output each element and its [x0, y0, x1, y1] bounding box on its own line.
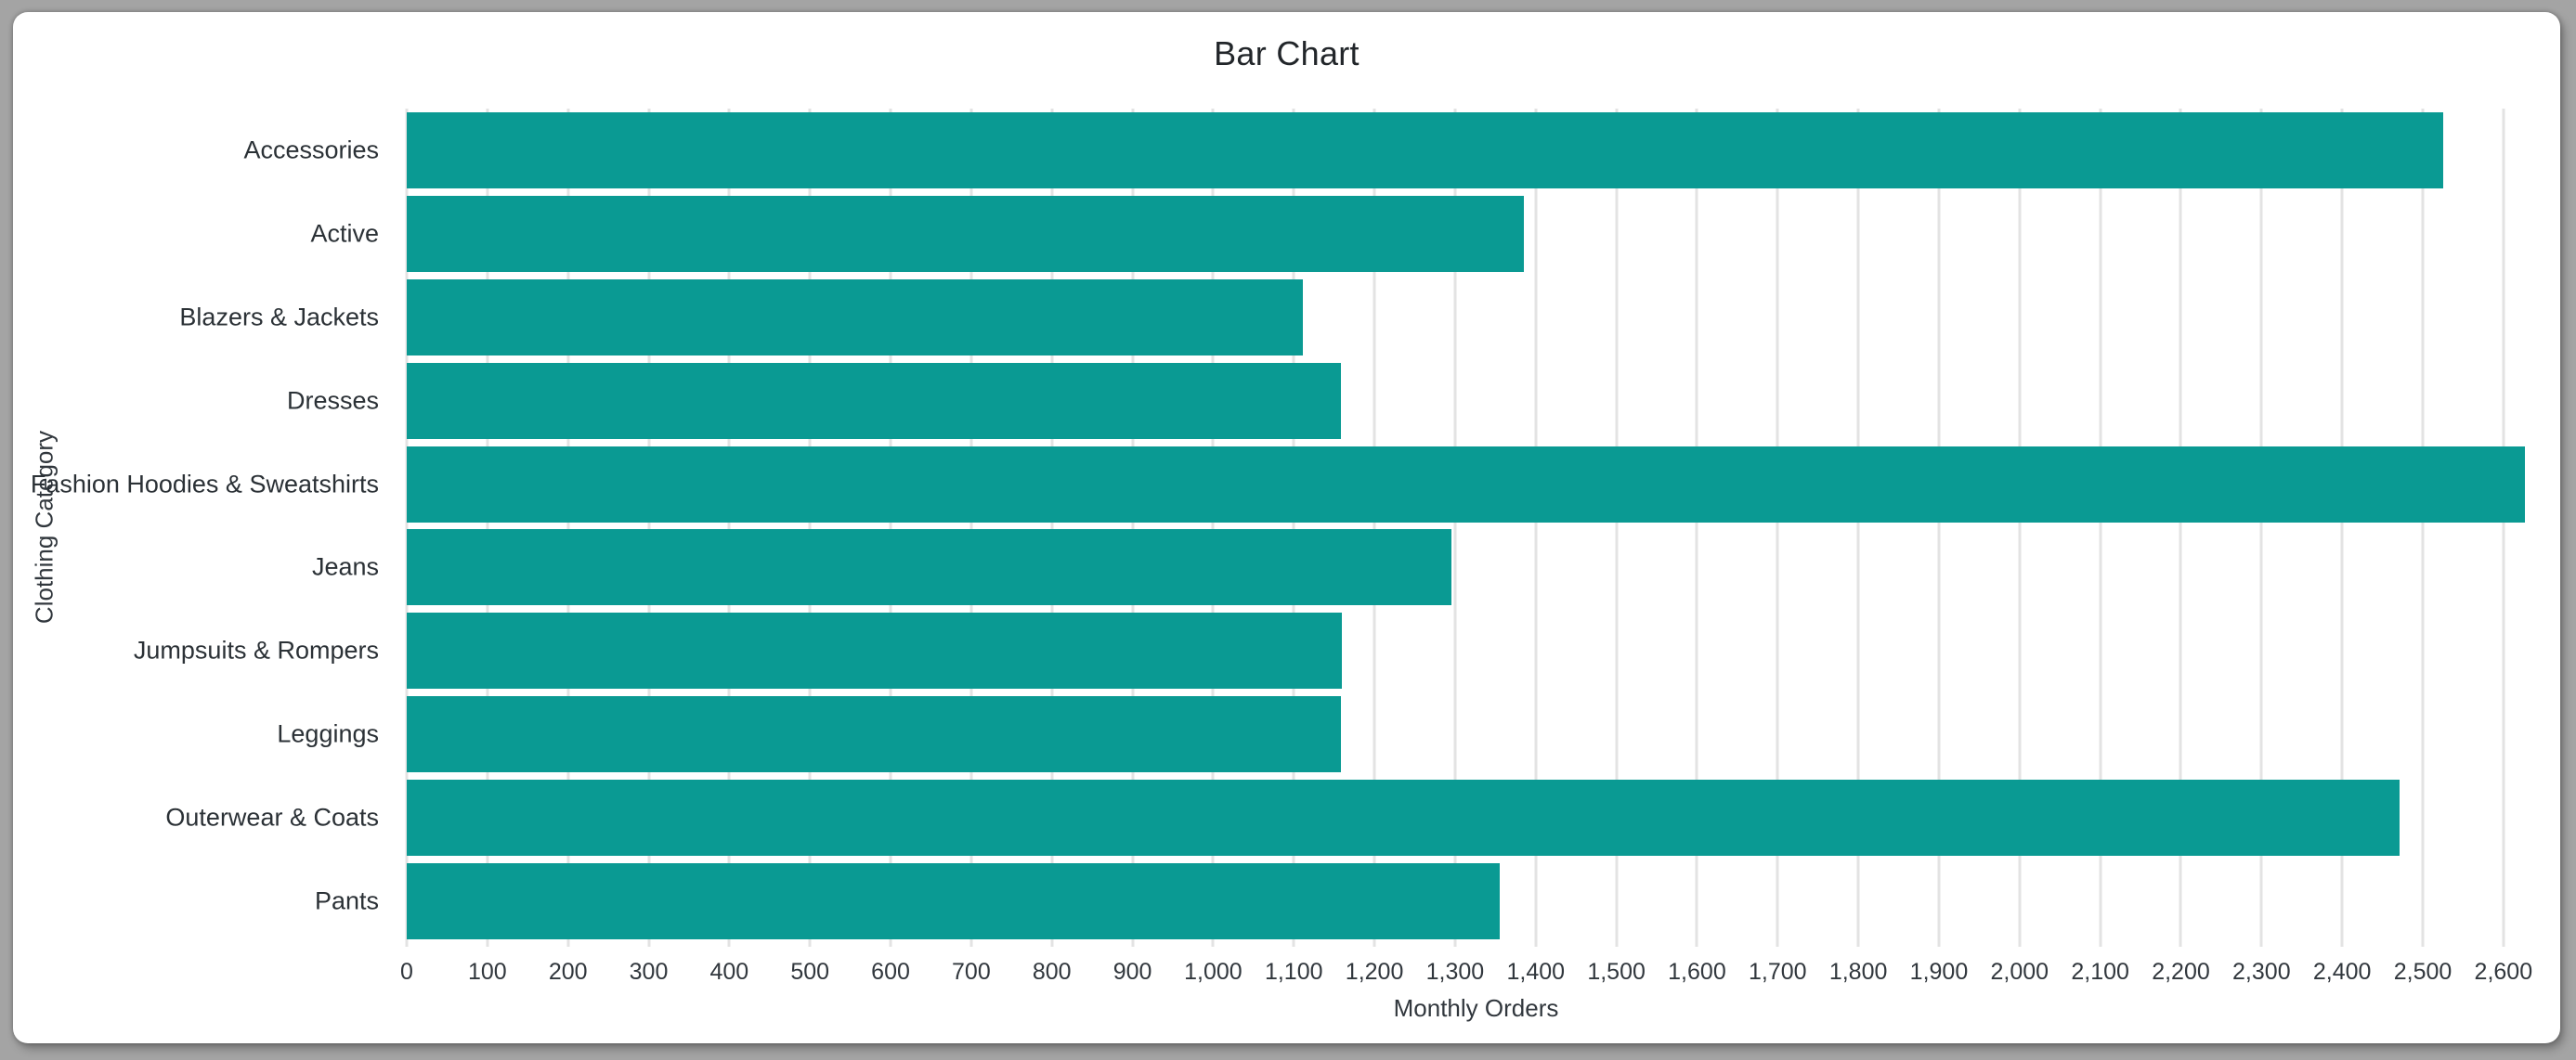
- category-label-jeans: Jeans: [311, 552, 379, 581]
- x-tick-label: 100: [467, 959, 507, 985]
- x-tick-label: 2,500: [2393, 959, 2452, 985]
- gridline: [1211, 109, 1215, 947]
- chart-card: Bar Chart Clothing Category Accessories A…: [13, 12, 2560, 1043]
- gridline: [405, 109, 409, 947]
- x-tick-label: 1,000: [1184, 959, 1242, 985]
- gridline: [2179, 109, 2182, 947]
- x-axis-tick-labels: 0 100 200 300 400 500 600 700 800 900 1,000 1,100 1,…: [400, 950, 2545, 988]
- gridline: [647, 109, 651, 947]
- bar-fashion-hoodies-sweatshirts[interactable]: [407, 446, 2526, 523]
- bar-blazers-jackets[interactable]: [407, 278, 1303, 355]
- gridline: [1131, 109, 1135, 947]
- bar-dresses[interactable]: [407, 362, 1342, 439]
- bar-outerwear-coats[interactable]: [407, 780, 2400, 857]
- gridline: [566, 109, 570, 947]
- x-axis-title: Monthly Orders: [1393, 994, 1559, 1022]
- x-tick-label: 2,200: [2152, 959, 2210, 985]
- gridline: [1292, 109, 1295, 947]
- gridline: [2099, 109, 2102, 947]
- x-tick-label: 600: [871, 959, 910, 985]
- x-tick-label: 0: [400, 959, 413, 985]
- x-tick-label: 1,600: [1668, 959, 1726, 985]
- x-tick-label: 2,300: [2232, 959, 2291, 985]
- x-tick-label: 1,400: [1506, 959, 1566, 985]
- gridline: [2259, 109, 2263, 947]
- gridline: [1534, 109, 1538, 947]
- x-tick-label: 1,300: [1425, 959, 1485, 985]
- category-label-pants: Pants: [314, 886, 379, 915]
- gridline: [727, 109, 731, 947]
- x-tick-label: 1,100: [1264, 959, 1323, 985]
- category-label-active: Active: [310, 219, 379, 248]
- gridline: [2421, 109, 2425, 947]
- gridline: [2340, 109, 2344, 947]
- gridline: [2018, 109, 2022, 947]
- x-tick-label: 2,100: [2071, 959, 2129, 985]
- x-tick-label: 2,600: [2474, 959, 2533, 985]
- category-label-dresses: Dresses: [286, 386, 379, 415]
- category-label-blazers-jackets: Blazers & Jackets: [179, 303, 379, 331]
- gridline: [486, 109, 489, 947]
- gridline: [1453, 109, 1457, 947]
- gridline: [969, 109, 973, 947]
- x-tick-label: 200: [548, 959, 588, 985]
- x-tick-label: 2,000: [1990, 959, 2049, 985]
- gridline: [889, 109, 892, 947]
- x-tick-label: 2,400: [2312, 959, 2372, 985]
- gridline: [1373, 109, 1376, 947]
- bar-accessories[interactable]: [407, 111, 2443, 188]
- category-label-fashion-hoodies-sweatshirts: Fashion Hoodies & Sweatshirts: [30, 470, 379, 498]
- gridline: [1937, 109, 1941, 947]
- gridline: [1856, 109, 1860, 947]
- bar-jeans[interactable]: [407, 529, 1451, 606]
- x-tick-label: 1,200: [1345, 959, 1404, 985]
- x-tick-label: 800: [1032, 959, 1072, 985]
- plot-area: [405, 109, 2545, 947]
- y-axis-category-labels: Accessories Active Blazers & Jackets Dresse…: [13, 109, 379, 943]
- chart-title: Bar Chart: [1214, 34, 1360, 72]
- x-tick-label: 700: [952, 959, 991, 985]
- gridline: [1776, 109, 1779, 947]
- x-tick-label: 400: [709, 959, 749, 985]
- x-tick-label: 500: [790, 959, 830, 985]
- x-tick-label: 1,900: [1909, 959, 1969, 985]
- x-tick-label: 1,500: [1587, 959, 1646, 985]
- category-label-jumpsuits-rompers: Jumpsuits & Rompers: [133, 636, 379, 665]
- gridline: [2502, 109, 2505, 947]
- x-tick-label: 300: [629, 959, 669, 985]
- bar-pants[interactable]: [407, 863, 1500, 940]
- gridline: [1615, 109, 1619, 947]
- x-tick-label: 900: [1112, 959, 1152, 985]
- bar-active[interactable]: [407, 195, 1524, 272]
- category-label-leggings: Leggings: [277, 719, 379, 748]
- bar-jumpsuits-rompers[interactable]: [407, 613, 1343, 690]
- bar-leggings[interactable]: [407, 696, 1341, 773]
- category-label-accessories: Accessories: [243, 136, 379, 164]
- gridline: [808, 109, 812, 947]
- x-tick-label: 1,800: [1828, 959, 1888, 985]
- category-label-outerwear-coats: Outerwear & Coats: [165, 803, 379, 832]
- gridline: [1695, 109, 1698, 947]
- gridline: [1050, 109, 1054, 947]
- x-tick-label: 1,700: [1749, 959, 1807, 985]
